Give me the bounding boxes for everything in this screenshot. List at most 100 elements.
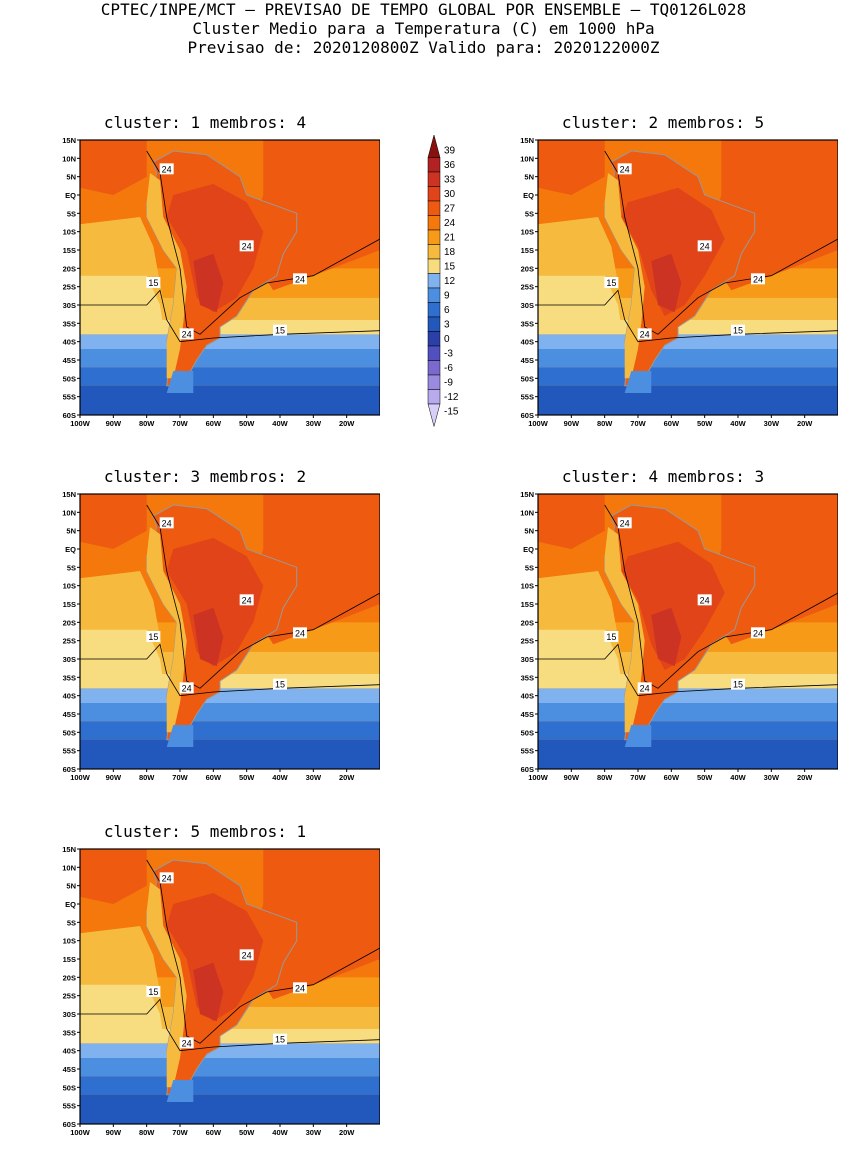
contour-label-text: 15 [606, 278, 616, 288]
contour-label-24: 24 [239, 594, 254, 606]
contour-label-24: 24 [637, 682, 652, 694]
lat-tick-label: 25S [63, 992, 76, 1001]
lat-tick-label: EQ [523, 191, 534, 200]
lat-tick-label: 55S [521, 747, 534, 756]
temperature-band [538, 349, 838, 368]
andes-cool-strip [604, 527, 645, 733]
lon-tick-label: 50W [239, 773, 255, 782]
colorbar-swatch [427, 374, 441, 390]
lat-tick-label: 60S [63, 411, 76, 420]
contour-label-box [239, 594, 254, 606]
contour-label-24: 24 [293, 627, 307, 639]
contour-label-box [604, 631, 619, 642]
contour-label-box [146, 986, 161, 997]
patagonia-cold-area [624, 725, 652, 747]
contour-label-text: 15 [733, 680, 743, 690]
lat-tick-label: 25S [521, 637, 534, 646]
temperature-band [538, 739, 838, 769]
contour-label-15: 15 [604, 277, 619, 288]
lon-tick-label: 80W [139, 773, 155, 782]
lon-tick-label: 40W [272, 773, 288, 782]
caribbean-warm-area [538, 140, 605, 195]
contour-label-15: 15 [273, 1033, 287, 1045]
lat-tick-label: 25S [63, 283, 76, 292]
lat-tick-label: EQ [65, 900, 76, 909]
contour-label-text: 24 [753, 274, 763, 284]
patagonia-cold-area [624, 371, 652, 393]
lat-tick-label: 10N [62, 863, 76, 872]
lat-tick-label: 5N [66, 173, 76, 182]
contour-label-text: 24 [162, 873, 172, 883]
contour-label-text: 24 [162, 164, 172, 174]
lat-tick-label: 35S [63, 673, 76, 682]
contour-label-text: 24 [242, 595, 252, 605]
colorbar-label: -6 [444, 363, 453, 374]
temperature-band [538, 385, 838, 415]
lon-tick-label: 100W [70, 773, 91, 782]
lat-tick-label: 35S [63, 319, 76, 328]
lat-tick-label: 50S [521, 728, 534, 737]
contour-label-box [159, 163, 174, 175]
colorbar-swatch [427, 215, 441, 231]
header-subtitle: Cluster Medio para a Temperatura (C) em … [192, 19, 655, 38]
contour-label-text: 24 [242, 241, 252, 251]
contour-label-24: 24 [697, 594, 712, 606]
contour-label-15: 15 [731, 678, 745, 690]
temperature-map: 24 24 24 24 15 15 15N 10N 5N EQ 5S 10S 15S 20S 25S 30S 3… [62, 490, 380, 782]
contour-label-24: 24 [239, 949, 254, 961]
lat-tick-label: 55S [521, 393, 534, 402]
map-frame [79, 139, 380, 416]
lat-tick-label: 45S [63, 356, 76, 365]
contour-label-15: 15 [146, 277, 161, 288]
lon-tick-label: 100W [528, 419, 549, 428]
colorbar-swatch [427, 287, 441, 303]
panel-title: cluster: 4 membros: 3 [561, 467, 765, 486]
lon-tick-label: 80W [597, 419, 613, 428]
colorbar-label: -3 [444, 348, 453, 359]
lon-tick-label: 20W [339, 773, 355, 782]
map-frame [537, 493, 838, 770]
lat-tick-label: 30S [63, 301, 76, 310]
lon-tick-label: 20W [797, 419, 813, 428]
contour-label-text: 24 [242, 950, 252, 960]
colorbar-label: 18 [444, 247, 456, 258]
contour-label-15: 15 [731, 324, 745, 336]
panel-cluster-5: cluster: 5 membros: 1 24 24 24 24 15 15 15N 10N… [40, 822, 380, 1142]
colorbar-label: 15 [444, 261, 456, 272]
contour-label-24: 24 [617, 163, 632, 175]
colorbar-label: 12 [444, 276, 456, 287]
contour-label-text: 15 [275, 680, 285, 690]
contour-label-text: 15 [733, 326, 743, 336]
lat-tick-label: 15S [63, 600, 76, 609]
temperature-band [80, 334, 380, 349]
colorbar-swatch [427, 316, 441, 332]
lat-tick-label: 25S [63, 637, 76, 646]
colorbar-swatch [427, 229, 441, 245]
lat-tick-label: 10S [63, 937, 76, 946]
lon-tick-label: 40W [730, 419, 746, 428]
lat-tick-label: 5S [525, 563, 534, 572]
lat-tick-label: 15N [520, 490, 534, 499]
contour-label-text: 24 [700, 241, 710, 251]
temperature-band [80, 349, 380, 368]
lat-tick-label: 40S [521, 692, 534, 701]
lon-tick-label: 100W [70, 419, 91, 428]
map-frame [537, 139, 838, 416]
lat-tick-label: 60S [63, 765, 76, 774]
lat-tick-label: 20S [63, 264, 76, 273]
lat-tick-label: 10N [520, 508, 534, 517]
lat-tick-label: EQ [65, 545, 76, 554]
lat-tick-label: 15S [521, 600, 534, 609]
panel-cluster-3: cluster: 3 membros: 2 24 24 24 24 15 15 15N 10N… [40, 467, 380, 787]
pacific-cold-tongue [538, 275, 622, 327]
lat-tick-label: 15N [520, 136, 534, 145]
pacific-cold-tongue [80, 275, 164, 327]
colorbar-swatch [427, 302, 441, 318]
panel-title: cluster: 3 membros: 2 [103, 467, 307, 486]
temperature-map: 24 24 24 24 15 15 15N 10N 5N EQ 5S 10S 15S 20S 25S 30S 3… [520, 136, 838, 428]
lat-tick-label: 30S [521, 655, 534, 664]
lat-tick-label: 10S [521, 228, 534, 237]
lon-tick-label: 70W [172, 1128, 188, 1137]
contour-label-24: 24 [239, 240, 254, 252]
contour-label-24: 24 [751, 273, 765, 285]
